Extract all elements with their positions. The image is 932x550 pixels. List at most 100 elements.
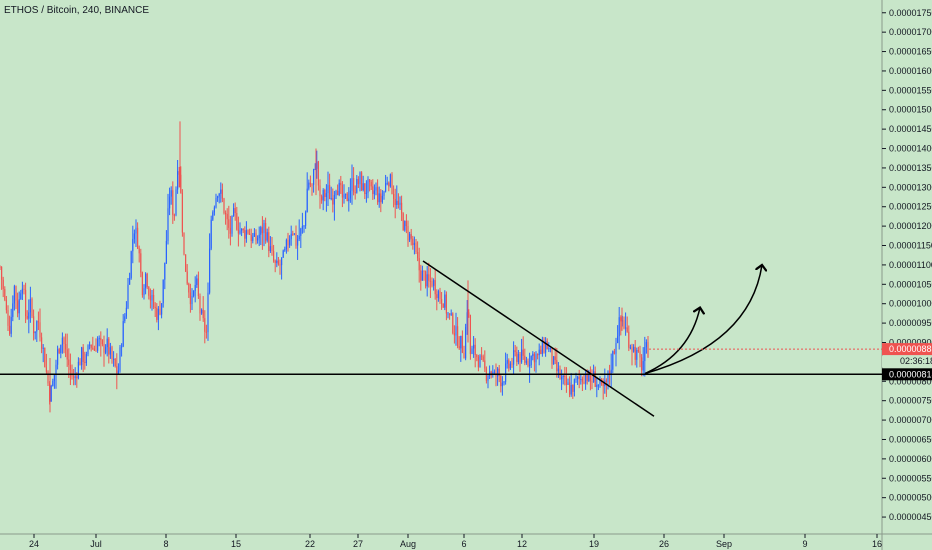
candle-body (44, 347, 46, 368)
candle-body (122, 321, 124, 347)
candle-body (186, 271, 188, 284)
candle-body (36, 321, 38, 332)
chart-title: ETHOS / Bitcoin, 240, BINANCE (4, 5, 150, 16)
candle-body (399, 202, 401, 205)
candle-body (234, 208, 236, 213)
candle-body (553, 356, 555, 365)
candle-body (47, 371, 49, 384)
candle-body (245, 230, 247, 239)
candle-body (348, 198, 350, 202)
candle-body (175, 189, 177, 215)
candle-body (12, 303, 14, 317)
candle-body (309, 182, 311, 185)
candle-body (197, 278, 199, 297)
candle-body (116, 366, 118, 374)
candle-body (196, 278, 198, 285)
candle-body (458, 346, 460, 349)
y-tick-label: 0.00000900 (889, 337, 932, 347)
candle-body (437, 291, 439, 299)
candle-body (543, 340, 545, 353)
candle-body (18, 299, 20, 314)
candle-body (609, 371, 611, 374)
candle-body (210, 219, 212, 249)
candle-body (637, 350, 639, 352)
candle-body (564, 375, 566, 377)
candle-body (93, 348, 95, 351)
candle-body (271, 246, 273, 251)
candle-body (25, 289, 27, 317)
downtrend-line (422, 260, 655, 417)
candle-body (290, 233, 292, 240)
candle-body (81, 347, 83, 366)
candle-body (503, 381, 505, 383)
candle-body (97, 339, 99, 351)
price-tags-layer: 0.00000883 02:36:18 0.00000818 (649, 343, 932, 381)
candle-body (207, 292, 209, 333)
candle-body (585, 373, 587, 384)
candle-body (71, 370, 73, 377)
y-tick-label: 0.00001700 (889, 27, 932, 37)
candle-body (401, 202, 403, 214)
y-tick-label: 0.00001300 (889, 182, 932, 192)
x-tick-label: 6 (461, 539, 466, 549)
candle-body (173, 214, 175, 216)
candle-body (181, 192, 183, 233)
candle-body (588, 371, 590, 382)
candle-body (193, 290, 195, 296)
candle-body (381, 195, 383, 203)
candle-body (127, 284, 129, 308)
candle-body (642, 361, 644, 371)
candle-body (199, 296, 201, 314)
candle-body (317, 161, 319, 186)
candle-body (285, 239, 287, 249)
candle-body (183, 232, 185, 255)
candle-body (300, 228, 302, 236)
candle-body (281, 257, 283, 266)
candle-body (607, 371, 609, 382)
candle-body (218, 193, 220, 197)
candle-body (292, 233, 294, 235)
x-tick-label: 27 (353, 539, 363, 549)
candle-body (143, 288, 145, 296)
candle-body (282, 250, 284, 258)
candle-body (170, 190, 172, 197)
candle-body (205, 331, 207, 333)
y-tick-label: 0.00001250 (889, 202, 932, 212)
candle-body (201, 309, 203, 314)
candle-body (335, 190, 337, 196)
candle-body (415, 242, 417, 253)
candle-body (132, 238, 134, 252)
candle-body (501, 382, 503, 387)
candle-body (618, 317, 620, 337)
candle-body (506, 360, 508, 364)
candle-body (87, 345, 89, 355)
candle-body (524, 355, 526, 363)
last-price-tag (882, 343, 932, 356)
candle-body (367, 179, 369, 193)
candle-body (628, 331, 630, 348)
candle-body (431, 281, 433, 286)
candle-body (114, 358, 116, 367)
candle-body (202, 309, 204, 319)
y-tick-label: 0.00001350 (889, 163, 932, 173)
candle-body (289, 239, 291, 246)
candle-body (63, 337, 65, 344)
candle-body (276, 260, 278, 263)
candle-body (322, 189, 324, 201)
candle-body (460, 335, 462, 349)
candle-body (369, 179, 371, 183)
candle-body (69, 365, 71, 371)
candle-body (481, 355, 483, 357)
candle-body (633, 346, 635, 352)
candle-body (362, 183, 364, 191)
candle-body (212, 212, 214, 220)
candle-body (191, 295, 193, 305)
candle-body (303, 225, 305, 227)
candle-body (209, 248, 211, 293)
y-tick-label: 0.00001150 (889, 241, 932, 251)
y-tick-label: 0.00001000 (889, 299, 932, 309)
candle-body (266, 232, 268, 241)
candle-body (490, 371, 492, 375)
